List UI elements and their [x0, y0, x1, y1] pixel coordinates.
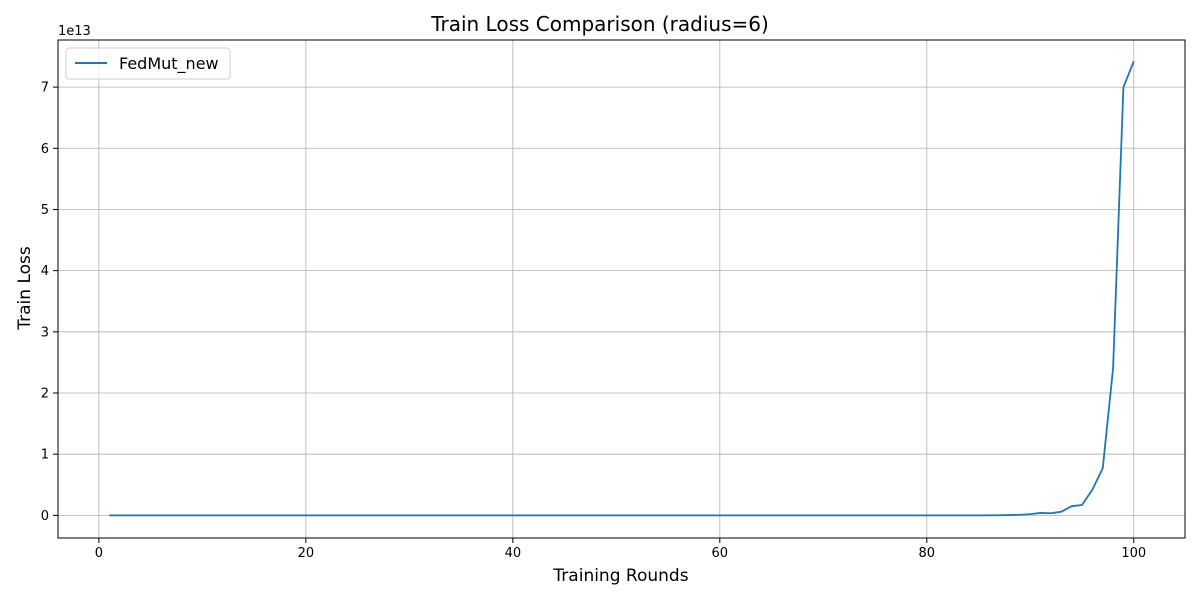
y-tick-label: 6 — [41, 142, 49, 157]
x-axis-ticks: 0 20 40 60 80 100 — [95, 538, 1146, 561]
x-tick-label: 40 — [505, 546, 522, 561]
legend-box — [65, 47, 231, 80]
legend: FedMut_new — [65, 47, 231, 80]
x-tick-label: 20 — [298, 546, 315, 561]
y-tick-label: 4 — [41, 264, 49, 279]
x-tick-label: 60 — [712, 546, 729, 561]
series-layer — [109, 61, 1135, 517]
chart-title: Train Loss Comparison (radius=6) — [430, 12, 769, 36]
series-line-fedmut-new — [109, 61, 1135, 517]
y-axis-ticks: 0 1 2 3 4 5 6 7 — [41, 81, 58, 524]
y-tick-label: 0 — [41, 509, 49, 524]
y-axis-label: Train Loss — [15, 246, 35, 331]
legend-label-fedmut-new: FedMut_new — [119, 54, 219, 74]
y-tick-label: 5 — [41, 203, 49, 218]
y-axis-multiplier: 1e13 — [58, 24, 91, 39]
plot-frame — [57, 39, 1186, 539]
grid-lines — [58, 40, 1185, 538]
x-tick-label: 0 — [95, 546, 103, 561]
y-tick-label: 2 — [41, 387, 49, 402]
x-tick-label: 80 — [919, 546, 936, 561]
y-tick-label: 7 — [41, 81, 49, 96]
y-tick-label: 1 — [41, 448, 49, 463]
x-axis-label: Training Rounds — [552, 566, 688, 586]
y-tick-label: 3 — [41, 325, 49, 340]
x-tick-label: 100 — [1121, 546, 1146, 561]
